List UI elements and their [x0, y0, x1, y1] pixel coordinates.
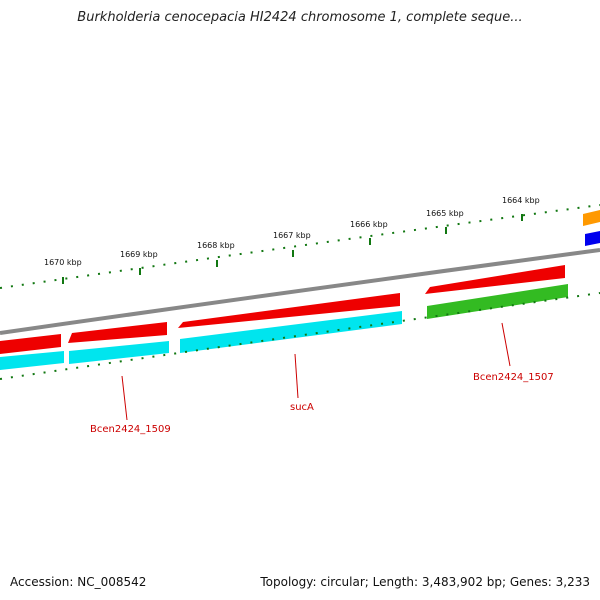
tick-label-1670: 1670 kbp — [44, 258, 82, 267]
outer-scale: 1670 kbp 1669 kbp 1668 kbp 1667 kbp 1666… — [0, 196, 600, 289]
feature-green-1507[interactable] — [427, 284, 568, 319]
gene-label-1509[interactable]: Bcen2424_1509 — [90, 424, 171, 435]
feature-red-sucA[interactable] — [178, 293, 400, 328]
genome-backbone — [0, 248, 600, 335]
callout-line-1509 — [121, 375, 128, 421]
gene-label-1507[interactable]: Bcen2424_1507 — [473, 372, 554, 383]
forward-strand — [0, 265, 565, 354]
feature-red-1[interactable] — [0, 334, 61, 354]
feature-cyan-1509[interactable] — [69, 341, 169, 364]
feature-red-2[interactable] — [68, 322, 167, 343]
gene-label-sucA[interactable]: sucA — [290, 402, 314, 413]
tick-label-1667: 1667 kbp — [273, 231, 311, 240]
callout-line-sucA — [294, 353, 299, 399]
blue-feature[interactable] — [585, 231, 600, 246]
reverse-strand — [0, 284, 568, 370]
tick-label-1666: 1666 kbp — [350, 220, 388, 229]
map-title: Burkholderia cenocepacia HI2424 chromoso… — [77, 10, 523, 25]
gene-labels: Bcen2424_1509 sucA Bcen2424_1507 — [90, 322, 554, 435]
tick-label-1669: 1669 kbp — [120, 250, 158, 259]
tick-label-1665: 1665 kbp — [426, 209, 464, 218]
feature-red-3[interactable] — [425, 265, 565, 294]
feature-cyan-1[interactable] — [0, 351, 64, 370]
feature-cyan-sucA[interactable] — [180, 311, 402, 353]
genome-summary: Topology: circular; Length: 3,483,902 bp… — [260, 575, 590, 589]
accession-text: Accession: NC_008542 — [10, 575, 147, 589]
tick-label-1668: 1668 kbp — [197, 241, 235, 250]
callout-line-1507 — [501, 322, 511, 367]
tick-label-1664: 1664 kbp — [502, 196, 540, 205]
orange-feature[interactable] — [583, 210, 600, 226]
